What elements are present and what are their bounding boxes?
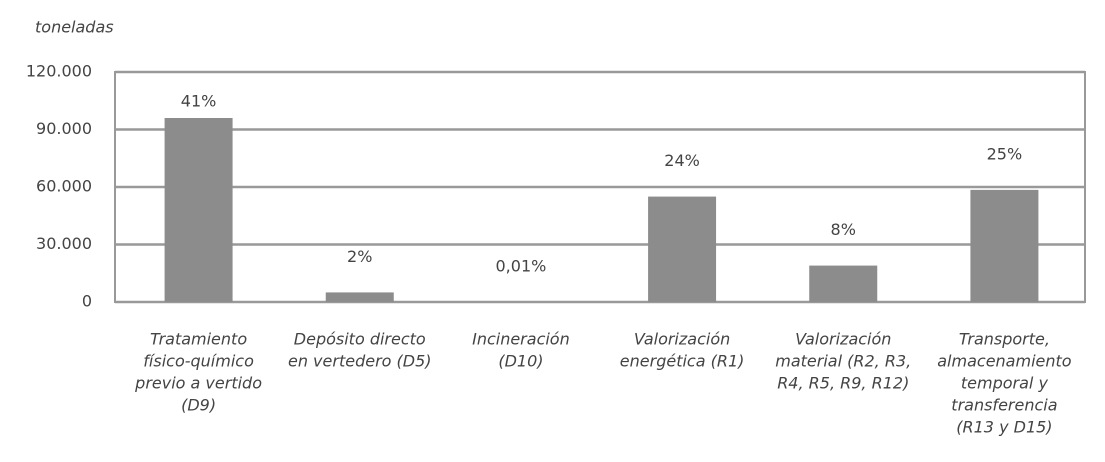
x-tick-label: energética (R1) xyxy=(620,352,745,371)
x-tick-label: Valorización xyxy=(634,330,730,349)
percent-label: 2% xyxy=(347,247,372,266)
y-axis-label: toneladas xyxy=(35,18,114,37)
percent-label: 24% xyxy=(664,151,700,170)
x-tick-label: (R13 y D15) xyxy=(956,418,1052,437)
x-tick-label: Depósito directo xyxy=(294,330,426,349)
y-tick-label: 0 xyxy=(82,292,92,311)
y-tick-label: 30.000 xyxy=(36,234,92,253)
x-tick-label: en vertedero (D5) xyxy=(288,352,432,371)
x-tick-label: Transporte, xyxy=(959,330,1050,349)
bar xyxy=(970,189,1039,302)
x-tick-label: transferencia xyxy=(951,396,1057,415)
bar xyxy=(809,265,878,302)
x-tick-label: material (R2, R3, xyxy=(775,352,911,371)
percent-label: 8% xyxy=(831,220,856,239)
x-tick-label: temporal y xyxy=(961,374,1049,393)
x-tick-label: previo a vertido xyxy=(134,374,262,393)
percent-label: 25% xyxy=(987,144,1023,163)
x-tick-label: almacenamiento xyxy=(937,352,1072,371)
bar xyxy=(648,196,717,302)
x-tick-label: Tratamiento xyxy=(150,330,247,349)
x-tick-label: Incineración xyxy=(472,330,570,349)
y-tick-label: 90.000 xyxy=(36,119,92,138)
percent-label: 0,01% xyxy=(496,256,547,275)
y-tick-label: 120.000 xyxy=(26,62,92,81)
x-tick-label: (D10) xyxy=(498,352,543,371)
x-tick-label: Valorización xyxy=(795,330,891,349)
x-tick-label: físico-químico xyxy=(143,352,254,371)
percent-label: 41% xyxy=(181,92,217,111)
y-tick-label: 60.000 xyxy=(36,177,92,196)
x-tick-label: (D9) xyxy=(181,396,216,415)
bar xyxy=(164,118,233,302)
x-tick-label: R4, R5, R9, R12) xyxy=(777,374,909,393)
bar xyxy=(325,292,394,302)
